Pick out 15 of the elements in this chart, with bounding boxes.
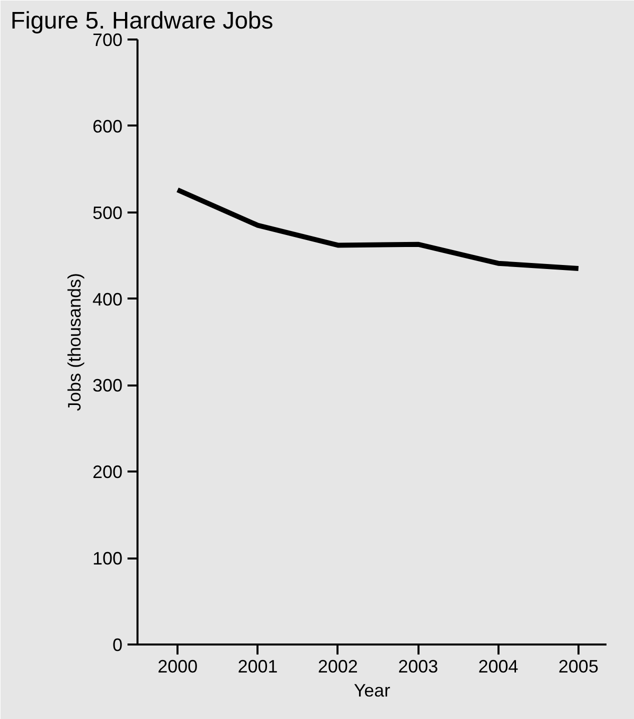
x-tick-label: 2005	[558, 656, 598, 676]
x-tick-label: 2000	[158, 656, 198, 676]
y-tick-label: 400	[92, 289, 123, 310]
x-axis-title: Year	[354, 680, 390, 700]
y-tick-label: 200	[92, 462, 123, 482]
y-tick-label: 0	[112, 635, 123, 655]
x-tick-label: 2003	[398, 656, 438, 676]
y-tick-label: 600	[92, 116, 123, 136]
y-axis-title: Jobs (thousands)	[64, 272, 84, 412]
y-tick-label: 300	[92, 376, 123, 396]
x-tick-label: 2004	[478, 656, 518, 676]
x-tick-label: 2001	[238, 656, 278, 676]
y-tick-label: 100	[92, 548, 123, 569]
y-tick-label: 500	[92, 202, 123, 223]
x-tick-label: 2002	[318, 656, 358, 676]
